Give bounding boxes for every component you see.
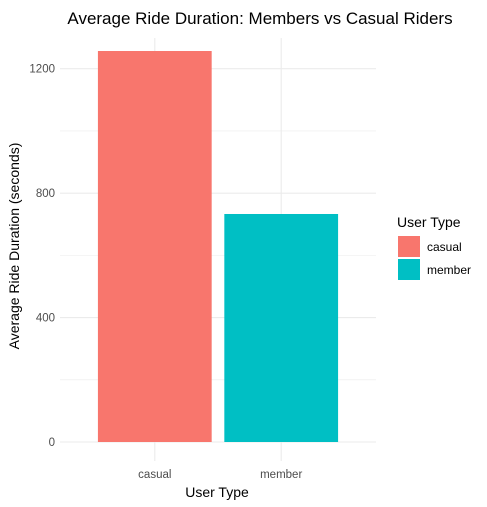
y-tick-label: 1200 xyxy=(29,64,55,76)
legend-entries: casual member xyxy=(398,236,471,280)
legend-label-casual: casual xyxy=(427,240,462,254)
x-axis-ticks: casual member xyxy=(138,469,302,481)
legend-title: User Type xyxy=(397,214,461,230)
legend-swatch-casual xyxy=(398,236,420,257)
y-axis-ticks: 0 400 800 1200 xyxy=(29,64,55,449)
x-axis-title: User Type xyxy=(185,484,249,500)
y-tick-label: 800 xyxy=(36,188,55,200)
y-tick-label: 0 xyxy=(49,437,55,449)
legend-label-member: member xyxy=(427,263,471,277)
x-tick-label: member xyxy=(260,469,302,481)
legend-swatch-member xyxy=(398,259,420,280)
x-tick-label: casual xyxy=(138,469,171,481)
legend: User Type casual member xyxy=(397,214,471,280)
y-tick-label: 400 xyxy=(36,313,55,325)
chart-title: Average Ride Duration: Members vs Casual… xyxy=(67,9,452,28)
bar-member xyxy=(224,213,339,442)
bars xyxy=(97,51,339,442)
bar-casual xyxy=(97,51,212,442)
y-axis-title: Average Ride Duration (seconds) xyxy=(6,143,22,350)
